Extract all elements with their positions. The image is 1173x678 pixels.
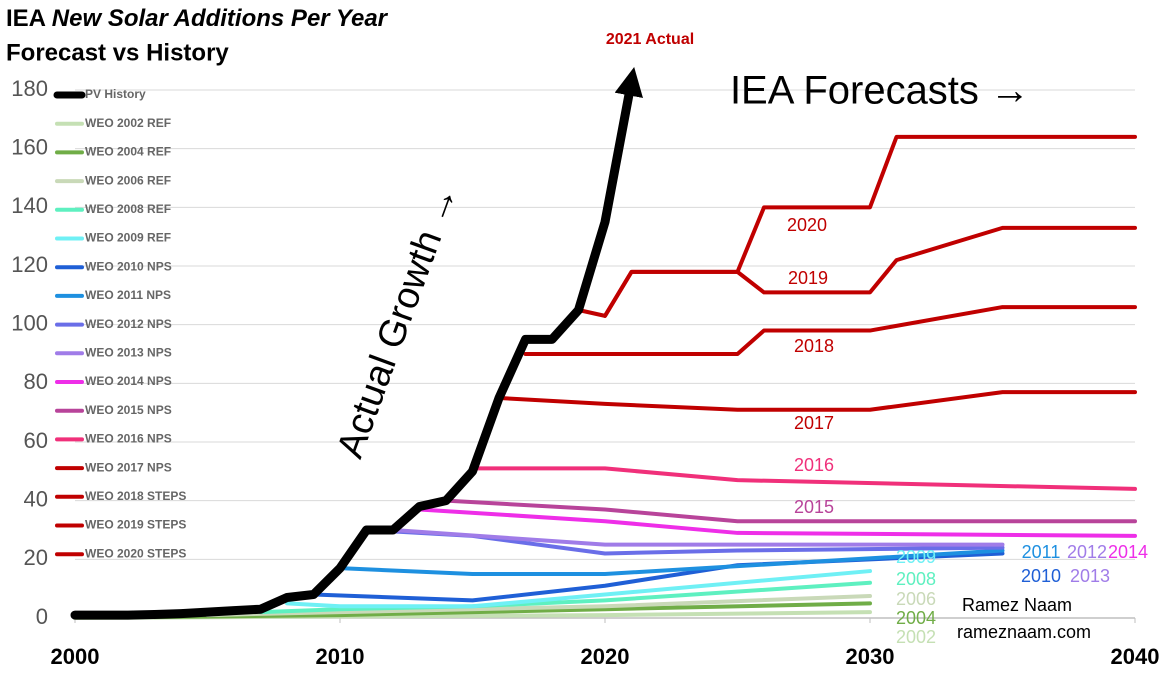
y-tick-label: 60 (24, 428, 48, 453)
legend-label: WEO 2016 NPS (85, 432, 172, 446)
y-tick-label: 80 (24, 369, 48, 394)
legend-label: WEO 2017 NPS (85, 460, 172, 474)
annotation: 2018 (794, 336, 834, 356)
legend-label: WEO 2012 NPS (85, 317, 172, 331)
legend-label: WEO 2008 REF (85, 202, 171, 216)
title-lead: IEA (6, 5, 46, 32)
forecast-line (285, 569, 872, 609)
chart-title: IEA New Solar Additions Per Year (6, 5, 389, 32)
annotation: 2012 (1067, 542, 1107, 562)
annotation: 2013 (1070, 566, 1110, 586)
forecast-line (338, 548, 1005, 576)
y-tick-label: 120 (11, 252, 48, 277)
y-tick-label: 160 (11, 134, 48, 159)
legend-label: WEO 2018 STEPS (85, 489, 186, 503)
legend-label: WEO 2009 REF (85, 231, 171, 245)
annotation: 2017 (794, 413, 834, 433)
annotation: 2019 (788, 268, 828, 288)
annotation: 2020 (787, 215, 827, 235)
annotation: 2008 (896, 569, 936, 589)
annotation: 2004 (896, 608, 936, 628)
forecast-line (523, 305, 1137, 356)
annotation: 2009 (896, 547, 936, 567)
legend-label: WEO 2011 NPS (85, 288, 171, 302)
annotation: 2015 (794, 497, 834, 517)
forecast-line (391, 528, 1005, 547)
x-tick-label: 2010 (316, 644, 365, 669)
y-tick-label: 0 (36, 604, 48, 629)
x-tick-label: 2030 (846, 644, 895, 669)
legend-label: WEO 2006 REF (85, 173, 171, 187)
annotation: 2010 (1021, 566, 1061, 586)
annotation: 2016 (794, 455, 834, 475)
title-rest: New Solar Additions Per Year (52, 5, 389, 32)
legend-label: WEO 2014 NPS (85, 374, 172, 388)
y-tick-label: 100 (11, 310, 48, 335)
history-line (70, 67, 643, 620)
annotation: IEA Forecasts → (730, 69, 1030, 113)
annotation: Actual Growth → (329, 179, 467, 463)
x-tick-label: 2040 (1111, 644, 1160, 669)
x-tick-label: 2020 (581, 644, 630, 669)
annotation: 2014 (1108, 542, 1148, 562)
annotation: 2011 (1022, 542, 1061, 562)
y-tick-label: 140 (11, 193, 48, 218)
y-tick-label: 20 (24, 545, 48, 570)
annotation: 2006 (896, 589, 936, 609)
annotation: 2021 Actual (606, 31, 694, 48)
legend-label: WEO 2002 REF (85, 116, 171, 130)
annotation: 2002 (896, 627, 936, 647)
y-tick-label: 40 (24, 486, 48, 511)
legend-label: WEO 2019 STEPS (85, 518, 186, 532)
legend-label: WEO 2004 REF (85, 145, 171, 159)
legend-label: WEO 2010 NPS (85, 259, 172, 273)
forecast-line (417, 507, 1137, 538)
legend-label: WEO 2020 STEPS (85, 546, 186, 560)
forecast-line (497, 390, 1137, 412)
annotation: Ramez Naam (962, 595, 1072, 615)
forecast-line (470, 466, 1137, 491)
legend-label: PV History (85, 87, 146, 101)
x-tick-label: 2000 (51, 644, 100, 669)
y-tick-label: 180 (11, 76, 48, 101)
chart-subtitle: Forecast vs History (6, 39, 229, 66)
legend-label: WEO 2015 NPS (85, 403, 172, 417)
forecast-line (603, 134, 1137, 318)
forecast-line (444, 498, 1137, 524)
legend-label: WEO 2013 NPS (85, 345, 172, 359)
annotation: rameznaam.com (957, 622, 1091, 642)
